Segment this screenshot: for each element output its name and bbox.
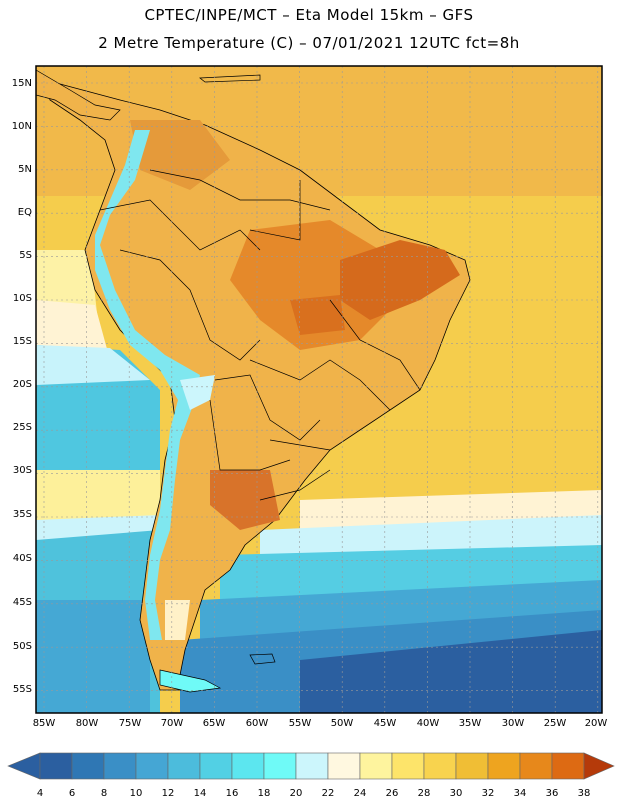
colorbar-high-arrow <box>583 752 615 780</box>
lat-label: 30S <box>13 465 32 476</box>
map-title-line-1: CPTEC/INPE/MCT – Eta Model 15km – GFS <box>144 6 474 24</box>
colorbar-label: 38 <box>578 788 591 799</box>
lat-label: 20S <box>13 379 32 390</box>
colorbar-label: 26 <box>386 788 399 799</box>
colorbar-label: 4 <box>37 788 43 799</box>
map-frame <box>35 65 603 714</box>
colorbar-label: 20 <box>290 788 303 799</box>
patagonia-mild <box>165 600 190 640</box>
map-title-line-2: 2 Metre Temperature (C) – 07/01/2021 12U… <box>98 34 520 52</box>
colorbar-segment <box>519 752 553 780</box>
lat-label: 10N <box>12 121 32 132</box>
lon-label: 65W <box>203 718 226 729</box>
falkland-islands <box>249 653 276 665</box>
colorbar-label: 28 <box>418 788 431 799</box>
lon-label: 45W <box>374 718 397 729</box>
lon-label: 70W <box>161 718 184 729</box>
lon-label: 60W <box>246 718 269 729</box>
latitude-axis: 15N 10N 5N EQ 5S 10S 15S 20S 25S 30S 35S… <box>12 78 32 695</box>
colorbar-segment <box>391 752 425 780</box>
map-field <box>36 66 602 713</box>
lat-label: 25S <box>13 422 32 433</box>
colorbar-label: 16 <box>226 788 239 799</box>
lat-label: 55S <box>13 684 32 695</box>
graticule <box>36 66 602 713</box>
south-america-landmass <box>44 79 471 691</box>
lat-label: 35S <box>13 509 32 520</box>
andes-cold-band <box>95 130 200 640</box>
lat-label: 15S <box>13 336 32 347</box>
colorbar-segment <box>327 752 361 780</box>
colorbar-label: 32 <box>482 788 495 799</box>
colorbar-segment <box>71 752 105 780</box>
colorbar-low-arrow <box>7 752 41 780</box>
colorbar-segment <box>295 752 329 780</box>
lat-label: EQ <box>18 207 32 218</box>
colorbar-segment <box>487 752 521 780</box>
lat-label: 15N <box>12 78 32 89</box>
colorbar-label: 22 <box>322 788 335 799</box>
colorbar-label: 30 <box>450 788 463 799</box>
colorbar-label: 34 <box>514 788 527 799</box>
caribbean-islands <box>199 74 261 83</box>
hot-region-central-brazil <box>230 220 400 350</box>
colorbar-segment <box>199 752 233 780</box>
colorbar-segment <box>359 752 393 780</box>
colorbar-label: 6 <box>69 788 75 799</box>
hot-region-northeast <box>340 240 460 320</box>
colorbar-label: 18 <box>258 788 271 799</box>
ocean-pacific-mild <box>36 300 110 360</box>
central-america <box>36 69 121 121</box>
lon-label: 85W <box>33 718 56 729</box>
hot-region-pampas <box>210 470 280 530</box>
temperature-colorbar: 4 6 8 10 12 14 16 18 20 22 24 26 28 30 3… <box>7 752 615 799</box>
colorbar-segment <box>231 752 265 780</box>
lat-label: 40S <box>13 553 32 564</box>
lat-label: 5S <box>19 250 32 261</box>
altiplano-light <box>180 375 215 410</box>
colorbar-label: 12 <box>162 788 175 799</box>
colorbar-label: 36 <box>546 788 559 799</box>
colorbar-label: 24 <box>354 788 367 799</box>
lon-label: 35W <box>459 718 482 729</box>
colorbar-segment <box>263 752 297 780</box>
ocean-pacific-light <box>36 345 150 385</box>
ocean-pacific-cold <box>36 600 150 713</box>
atlantic-coldest-band <box>300 630 602 713</box>
lon-label: 30W <box>502 718 525 729</box>
lat-label: 10S <box>13 293 32 304</box>
colorbar-segment <box>135 752 169 780</box>
colorbar-segment <box>39 752 73 780</box>
lat-label: 5N <box>18 164 32 175</box>
colorbar-label: 8 <box>101 788 107 799</box>
lon-label: 55W <box>289 718 312 729</box>
colorbar-label: 14 <box>194 788 207 799</box>
colorbar-segment <box>423 752 457 780</box>
country-borders <box>99 169 421 501</box>
lat-label: 45S <box>13 597 32 608</box>
colorbar-label: 10 <box>130 788 143 799</box>
longitude-axis: 85W 80W 75W 70W 65W 60W 55W 50W 45W 40W … <box>33 718 608 729</box>
colorbar-segment <box>167 752 201 780</box>
warm-region-venezuela <box>130 120 230 190</box>
lon-label: 50W <box>331 718 354 729</box>
lon-label: 80W <box>76 718 99 729</box>
lon-label: 75W <box>119 718 142 729</box>
lon-label: 40W <box>417 718 440 729</box>
colorbar-segment <box>551 752 585 780</box>
lon-label: 20W <box>585 718 608 729</box>
lon-label: 25W <box>544 718 567 729</box>
lat-label: 50S <box>13 641 32 652</box>
tierra-del-fuego <box>159 669 222 693</box>
colorbar-segment <box>455 752 489 780</box>
hot-region-mato-grosso <box>290 295 345 335</box>
colorbar-segment <box>103 752 137 780</box>
